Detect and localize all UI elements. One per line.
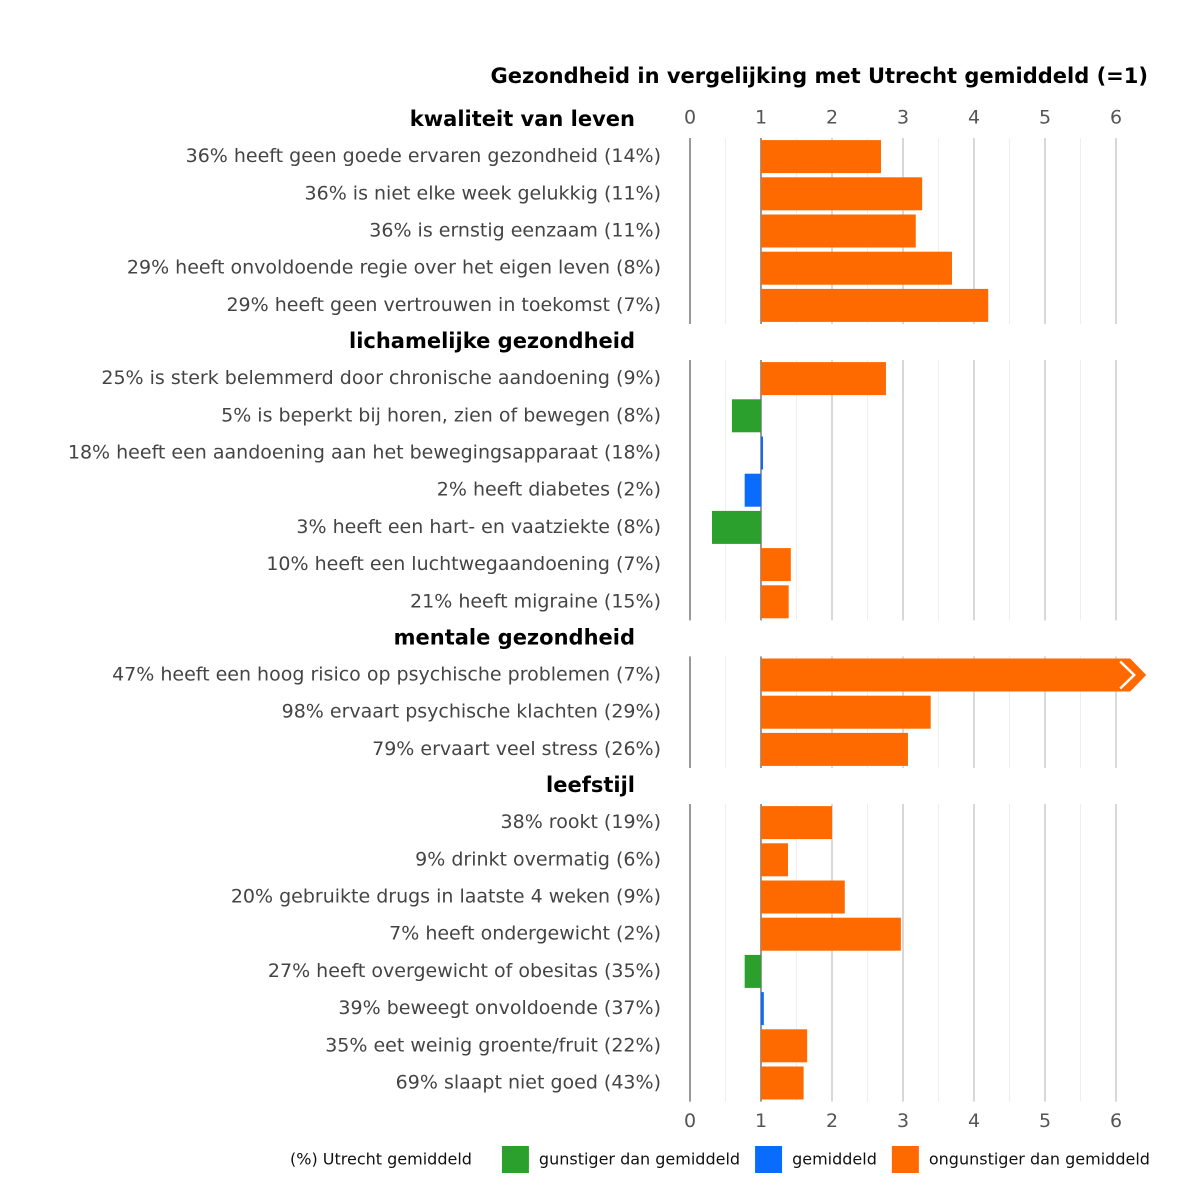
bar	[761, 1066, 804, 1100]
group-title: lichamelijke gezondheid	[349, 329, 635, 353]
category-label: 36% is ernstig eenzaam (11%)	[369, 220, 661, 242]
category-label: 25% is sterk belemmerd door chronische a…	[101, 367, 661, 389]
legend-swatch	[501, 1146, 529, 1173]
category-label: 9% drinkt overmatig (6%)	[415, 848, 661, 870]
category-label: 5% is beperkt bij horen, zien of bewegen…	[221, 404, 661, 426]
category-label: 36% heeft geen goede ervaren gezondheid …	[186, 145, 661, 167]
x-tick-label: 1	[755, 107, 767, 129]
bar	[712, 510, 761, 544]
category-label: 21% heeft migraine (15%)	[410, 590, 661, 612]
x-tick-label: 5	[1039, 107, 1051, 129]
bar	[761, 806, 832, 840]
x-tick-label: 5	[1039, 1110, 1051, 1132]
category-label: 3% heeft een hart- en vaatziekte (8%)	[296, 516, 661, 538]
bar	[761, 288, 989, 322]
x-tick-label: 6	[1110, 1110, 1122, 1132]
bar	[761, 251, 952, 285]
bar	[761, 732, 908, 766]
category-label: 20% gebruikte drugs in laatste 4 weken (…	[231, 886, 661, 908]
x-tick-label: 0	[684, 107, 696, 129]
x-tick-label: 6	[1110, 107, 1122, 129]
category-label: 2% heeft diabetes (2%)	[437, 479, 661, 501]
group-title: mentale gezondheid	[394, 625, 635, 649]
category-label: 36% is niet elke week gelukkig (11%)	[305, 182, 661, 204]
x-tick-label: 4	[968, 1110, 980, 1132]
bar	[761, 362, 886, 396]
bar	[761, 843, 788, 877]
category-label: 29% heeft onvoldoende regie over het eig…	[127, 257, 661, 279]
x-tick-label: 3	[897, 1110, 909, 1132]
x-tick-label: 2	[826, 107, 838, 129]
category-label: 29% heeft geen vertrouwen in toekomst (7…	[226, 294, 661, 316]
bar	[761, 585, 789, 619]
bar	[761, 177, 923, 211]
category-label: 38% rookt (19%)	[501, 811, 661, 833]
category-label: 79% ervaart veel stress (26%)	[372, 738, 661, 760]
x-tick-label: 4	[968, 107, 980, 129]
bar	[761, 917, 901, 951]
bar	[761, 658, 1147, 692]
category-label: 39% beweegt onvoldoende (37%)	[338, 997, 661, 1019]
group-title: leefstijl	[546, 773, 635, 797]
legend-title: (%) Utrecht gemiddeld	[290, 1150, 472, 1169]
x-tick-label: 3	[897, 107, 909, 129]
x-tick-label: 0	[684, 1110, 696, 1132]
overflow-arrow	[1119, 660, 1137, 690]
x-tick-label: 1	[755, 1110, 767, 1132]
category-label: 69% slaapt niet goed (43%)	[396, 1072, 661, 1094]
bar	[761, 548, 791, 582]
legend-label: gunstiger dan gemiddeld	[539, 1150, 740, 1169]
category-label: 98% ervaart psychische klachten (29%)	[282, 701, 661, 723]
bar	[731, 399, 761, 433]
category-label: 7% heeft ondergewicht (2%)	[389, 923, 661, 945]
x-tick-label: 2	[826, 1110, 838, 1132]
category-label: 10% heeft een luchtwegaandoening (7%)	[266, 553, 661, 575]
bar	[761, 140, 881, 174]
chart-title: Gezondheid in vergelijking met Utrecht g…	[491, 64, 1148, 88]
legend-label: ongunstiger dan gemiddeld	[929, 1150, 1150, 1169]
bar	[744, 954, 761, 988]
bar	[761, 880, 845, 914]
legend-label: gemiddeld	[792, 1150, 877, 1169]
category-label: 27% heeft overgewicht of obesitas (35%)	[268, 960, 661, 982]
bar	[761, 214, 916, 248]
category-label: 35% eet weinig groente/fruit (22%)	[325, 1034, 661, 1056]
bar	[744, 473, 761, 507]
bar	[761, 1029, 808, 1063]
group-title: kwaliteit van leven	[410, 107, 635, 131]
bar	[761, 992, 764, 1026]
category-label: 18% heeft een aandoening aan het bewegin…	[68, 442, 661, 464]
legend-swatch	[891, 1146, 919, 1173]
category-label: 47% heeft een hoog risico op psychische …	[112, 664, 661, 686]
legend-swatch	[755, 1146, 783, 1173]
bar	[761, 695, 931, 729]
bar	[761, 436, 763, 470]
